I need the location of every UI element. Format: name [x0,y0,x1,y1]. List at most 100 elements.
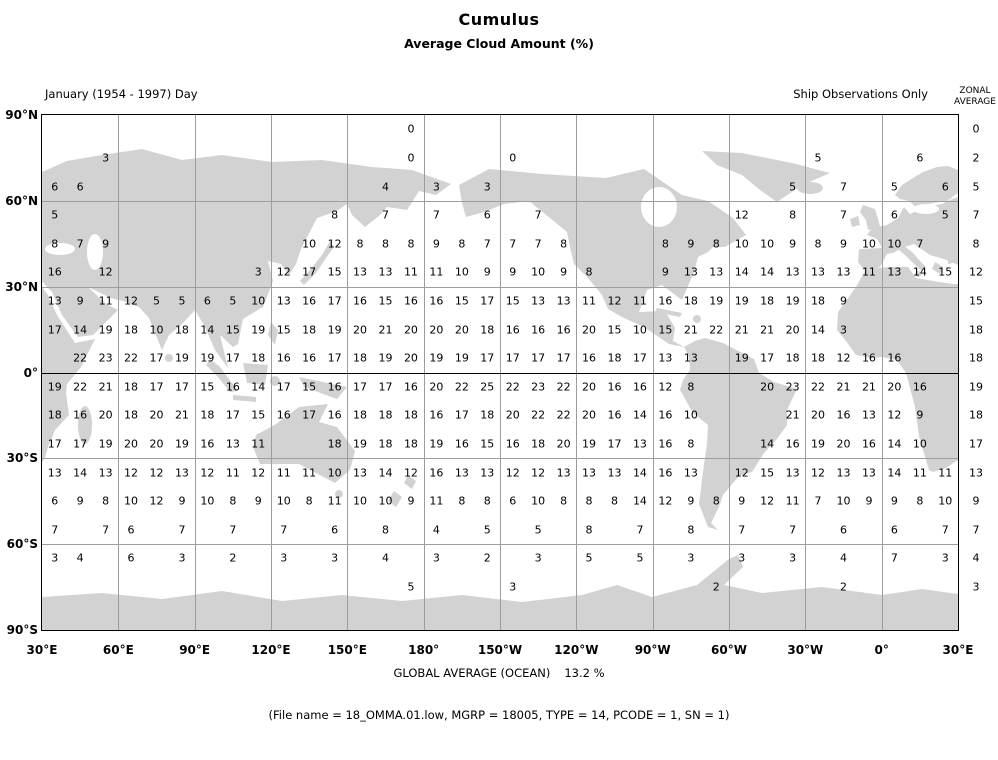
grid-value: 4 [840,551,847,565]
grid-value: 8 [560,237,568,251]
grid-value: 5 [814,151,822,165]
grid-value: 9 [687,494,695,508]
grid-value: 9 [76,494,84,508]
grid-value: 12 [200,466,215,480]
grid-value: 17 [454,408,469,422]
grid-value: 18 [124,408,139,422]
x-axis-tick-label: 90°W [634,643,671,657]
grid-value: 2 [840,580,847,594]
grid-value: 18 [480,408,495,422]
grid-value: 12 [734,466,749,480]
grid-value: 20 [582,323,597,337]
grid-value: 7 [102,523,110,537]
grid-value: 11 [912,466,927,480]
grid-value: 13 [353,466,368,480]
grid-value: 3 [178,551,186,565]
x-axis-tick-label: 150°W [477,643,523,657]
grid-value: 18 [531,437,546,451]
grid-value: 4 [382,551,389,565]
grid-value: 23 [531,380,546,394]
grid-value: 9 [738,494,746,508]
grid-value: 16 [403,294,418,308]
grid-value: 13 [378,265,393,279]
grid-value: 22 [556,408,571,422]
period-label: January (1954 - 1997) Day [45,87,198,101]
grid-value: 12 [124,466,139,480]
grid-value: 0 [407,122,415,136]
grid-value: 19 [98,323,113,337]
grid-value: 3 [280,551,288,565]
grid-value: 3 [254,265,262,279]
grid-value: 19 [582,437,597,451]
grid-value: 9 [916,408,924,422]
grid-value: 19 [734,294,749,308]
x-axis-tick-label: 120°E [251,643,291,657]
grid-value: 10 [912,437,927,451]
grid-value: 6 [127,551,135,565]
grid-value: 6 [509,494,517,508]
grid-value: 17 [225,351,240,365]
grid-value: 13 [582,466,597,480]
grid-value: 17 [276,380,291,394]
grid-value: 16 [632,380,647,394]
grid-value: 13 [531,294,546,308]
grid-value: 17 [531,351,546,365]
grid-value: 18 [302,323,317,337]
grid-value: 9 [687,237,695,251]
zonal-average-value: 18 [969,408,983,422]
zonal-header-line2: AVERAGE [954,97,996,107]
grid-value: 25 [480,380,495,394]
grid-value: 6 [51,180,59,194]
y-axis-tick-label: 0° [23,365,38,380]
grid-value: 7 [483,237,491,251]
grid-value: 17 [302,408,317,422]
grid-value: 7 [432,208,440,222]
grid-value: 7 [178,523,186,537]
grid-value: 13 [658,351,673,365]
grid-value: 14 [73,466,88,480]
grid-value: 18 [378,408,393,422]
grid-value: 20 [429,380,444,394]
grid-value: 16 [912,380,927,394]
grid-value: 14 [200,323,215,337]
grid-value: 15 [607,323,622,337]
grid-value: 18 [607,351,622,365]
grid-value: 6 [127,523,135,537]
grid-value: 16 [454,437,469,451]
grid-value: 16 [658,466,673,480]
grid-value: 21 [760,323,775,337]
grid-value: 20 [811,408,826,422]
y-axis-tick-label: 60°N [5,193,38,208]
zonal-average-value: 2 [972,151,980,165]
grid-value: 17 [225,408,240,422]
zonal-average-value: 12 [969,265,983,279]
grid-value: 16 [276,408,291,422]
grid-value: 16 [327,380,342,394]
grid-value: 10 [454,265,469,279]
zonal-average-value: 13 [969,466,983,480]
grid-value: 13 [861,408,876,422]
grid-value: 7 [814,494,822,508]
grid-value: 13 [98,466,113,480]
grid-value: 16 [785,437,800,451]
grid-value: 13 [225,437,240,451]
grid-value: 8 [229,494,237,508]
grid-value: 13 [556,466,571,480]
grid-value: 20 [582,408,597,422]
grid-value: 5 [890,180,898,194]
grid-value: 14 [760,265,775,279]
grid-value: 10 [531,494,546,508]
grid-value: 17 [73,437,88,451]
grid-value: 17 [607,437,622,451]
grid-value: 9 [102,237,110,251]
grid-value: 22 [454,380,469,394]
grid-value: 3 [331,551,339,565]
grid-value: 21 [836,380,851,394]
grid-value: 13 [556,294,571,308]
grid-value: 9 [890,494,898,508]
page-title: Cumulus [458,10,540,29]
grid-value: 16 [658,408,673,422]
global-average-label: GLOBAL AVERAGE (OCEAN) [393,666,551,680]
grid-value: 19 [98,437,113,451]
grid-value: 3 [534,551,542,565]
